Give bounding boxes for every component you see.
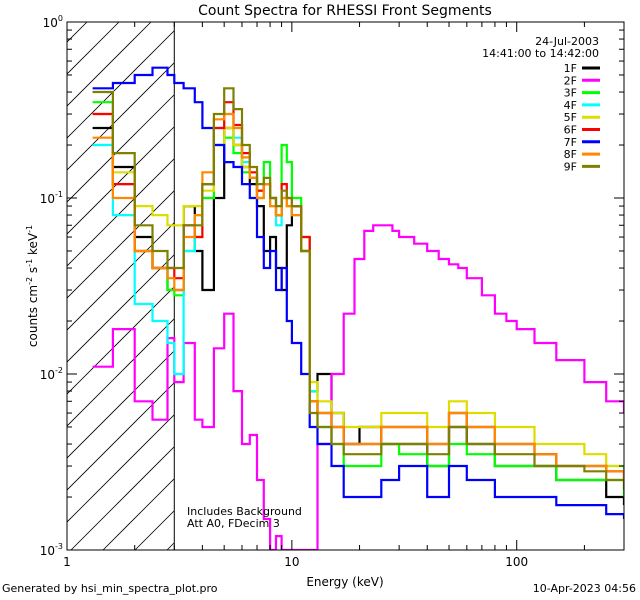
legend-label-9F: 9F [564,160,577,173]
y-axis-label: counts cm-2 s-1 keV-1 [25,225,40,347]
legend-label-6F: 6F [564,124,577,137]
hatch-line [67,22,184,139]
legend-label-4F: 4F [564,99,577,112]
y-tick-exponent: -2 [55,366,63,375]
hatch-line [67,22,248,203]
series-line-8F [92,112,624,480]
y-tick-base: 10 [40,192,55,206]
y-tick-label: 10-2 [40,366,63,382]
hatch-line [67,22,152,107]
legend-label-7F: 7F [564,136,577,149]
hatch-line [67,22,88,43]
series-line-9F [92,87,624,490]
timestamp-label: 10-Apr-2023 04:56 [532,582,636,595]
date-annotation: 24-Jul-2003 [535,35,599,48]
x-tick-label: 1 [63,555,71,569]
series-lines [92,66,624,550]
legend-label-1F: 1F [564,62,577,75]
legend-label-2F: 2F [564,74,577,87]
y-label-part: keV [26,232,40,259]
x-tick-label: 10 [284,555,299,569]
y-tick-exponent: -3 [55,542,63,551]
plot-frame [66,21,625,551]
y-tick-exponent: 0 [58,14,63,23]
x-axis-label: Energy (keV) [306,575,383,589]
chart-title: Count Spectra for RHESSI Front Segments [198,3,492,19]
x-tick-label: 100 [505,555,528,569]
y-tick-base: 10 [43,16,58,30]
hatch-line [0,22,23,550]
generated-by-label: Generated by hsi_min_spectra_plot.pro [2,582,218,595]
background-annotation: Includes Background [187,505,302,518]
y-label-exponent: -2 [25,277,34,285]
hatch-mask [174,22,624,550]
y-tick-base: 10 [40,544,55,558]
y-label-part: s [26,267,40,277]
legend-label-5F: 5F [564,111,577,124]
y-tick-label: 10-1 [40,190,63,206]
y-tick-label: 10-3 [40,542,63,558]
attenuator-hatch-region [0,22,624,550]
time-range-annotation: 14:41:00 to 14:42:00 [482,47,599,60]
y-label-part: counts cm [26,285,40,347]
legend-label-8F: 8F [564,148,577,161]
series-line-7F [92,66,624,519]
y-label-exponent: -1 [25,225,34,233]
attenuator-annotation: Att A0, FDecim 3 [187,517,280,530]
y-label-exponent: -1 [25,259,34,267]
y-tick-base: 10 [40,368,55,382]
y-tick-label: 100 [43,14,63,30]
y-tick-exponent: -1 [55,190,63,199]
legend-label-3F: 3F [564,87,577,100]
hatch-line [67,22,216,171]
